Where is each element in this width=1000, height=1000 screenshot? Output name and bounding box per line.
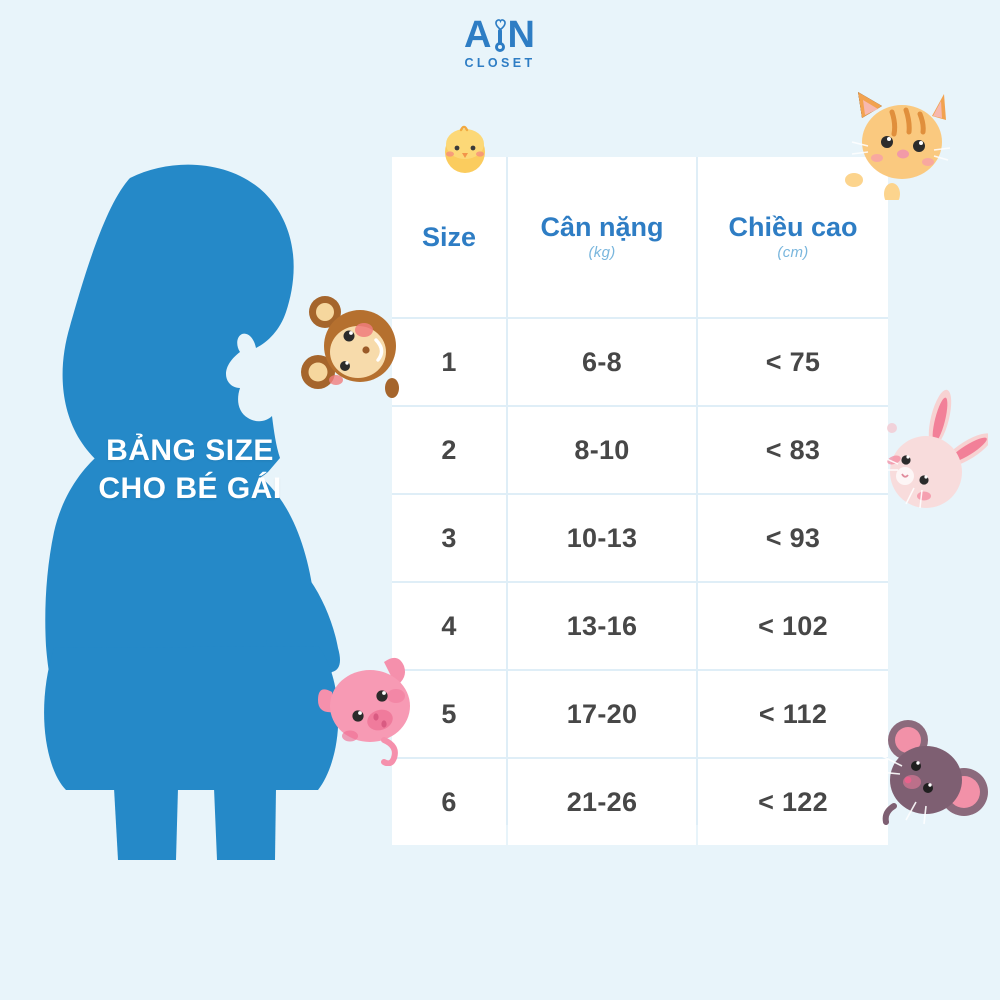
size-table: Size Cân nặng (kg) Chiều cao (cm) 1 6-8 … xyxy=(392,157,888,845)
page-title: BẢNG SIZE CHO BÉ GÁI xyxy=(60,432,320,508)
table-row: 3 10-13 < 93 xyxy=(392,495,888,581)
chick-sticker xyxy=(445,125,485,173)
column-title: Cân nặng xyxy=(540,212,664,243)
cell-value: 13-16 xyxy=(566,610,638,641)
logo-letter-a: A xyxy=(464,14,493,56)
cell-weight: 10-13 xyxy=(508,495,696,581)
cell-value: 3 xyxy=(441,522,457,553)
cell-value: 5 xyxy=(441,698,457,729)
cell-value: < 122 xyxy=(758,786,828,817)
table-row: 5 17-20 < 112 xyxy=(392,671,888,757)
cell-height: < 93 xyxy=(698,495,888,581)
rabbit-sticker xyxy=(879,389,988,509)
cell-height: < 75 xyxy=(698,319,888,405)
cell-size: 5 xyxy=(392,671,506,757)
pin-ring xyxy=(495,42,505,52)
cell-height: < 112 xyxy=(698,671,888,757)
page-title-line2: CHO BÉ GÁI xyxy=(98,471,282,505)
cell-value: 21-26 xyxy=(566,786,638,817)
cell-value: 8-10 xyxy=(574,434,630,465)
cell-height: < 83 xyxy=(698,407,888,493)
cell-size: 4 xyxy=(392,583,506,669)
column-header-size: Size xyxy=(392,157,506,317)
cell-value: < 75 xyxy=(765,346,821,377)
cell-weight: 8-10 xyxy=(508,407,696,493)
cell-value: 2 xyxy=(441,434,457,465)
column-title: Chiều cao xyxy=(728,212,858,243)
column-title: Size xyxy=(421,221,477,252)
cell-value: 17-20 xyxy=(566,698,638,729)
cell-value: < 102 xyxy=(758,610,828,641)
cell-value: 1 xyxy=(441,346,457,377)
cell-value: < 93 xyxy=(765,522,821,553)
cell-size: 6 xyxy=(392,759,506,845)
cell-value: < 83 xyxy=(765,434,821,465)
table-row: 4 13-16 < 102 xyxy=(392,583,888,669)
column-unit: (cm) xyxy=(777,243,809,261)
cell-size: 1 xyxy=(392,319,506,405)
cell-value: < 112 xyxy=(758,698,828,729)
pin-stem xyxy=(498,29,502,46)
cell-size: 3 xyxy=(392,495,506,581)
table-row: 1 6-8 < 75 xyxy=(392,319,888,405)
heart-pin-icon xyxy=(494,18,507,52)
cell-weight: 17-20 xyxy=(508,671,696,757)
brand-logo: A N CLOSET xyxy=(0,16,1000,72)
cell-height: < 102 xyxy=(698,583,888,669)
column-header-weight: Cân nặng (kg) xyxy=(508,157,696,317)
cell-height: < 122 xyxy=(698,759,888,845)
pig-sticker xyxy=(318,657,410,766)
cell-value: 4 xyxy=(441,610,457,641)
column-unit: (kg) xyxy=(588,243,616,261)
logo-letter-n: N xyxy=(507,14,536,56)
cell-weight: 6-8 xyxy=(508,319,696,405)
mouse-sticker xyxy=(879,720,988,825)
table-row: 6 21-26 < 122 xyxy=(392,759,888,845)
table-header-row: Size Cân nặng (kg) Chiều cao (cm) xyxy=(392,157,888,317)
cell-value: 10-13 xyxy=(566,522,638,553)
logo-subtitle: CLOSET xyxy=(464,56,536,70)
monkey-sticker xyxy=(301,296,399,398)
page-title-line1: BẢNG SIZE xyxy=(106,434,274,467)
girl-silhouette xyxy=(44,164,340,860)
cell-value: 6 xyxy=(441,786,457,817)
cell-weight: 13-16 xyxy=(508,583,696,669)
logo-wordmark: A N CLOSET xyxy=(464,16,536,70)
cell-value: 6-8 xyxy=(582,346,622,377)
cat-sticker xyxy=(845,92,951,200)
cell-size: 2 xyxy=(392,407,506,493)
cell-weight: 21-26 xyxy=(508,759,696,845)
table-row: 2 8-10 < 83 xyxy=(392,407,888,493)
heart-shape xyxy=(494,19,506,30)
